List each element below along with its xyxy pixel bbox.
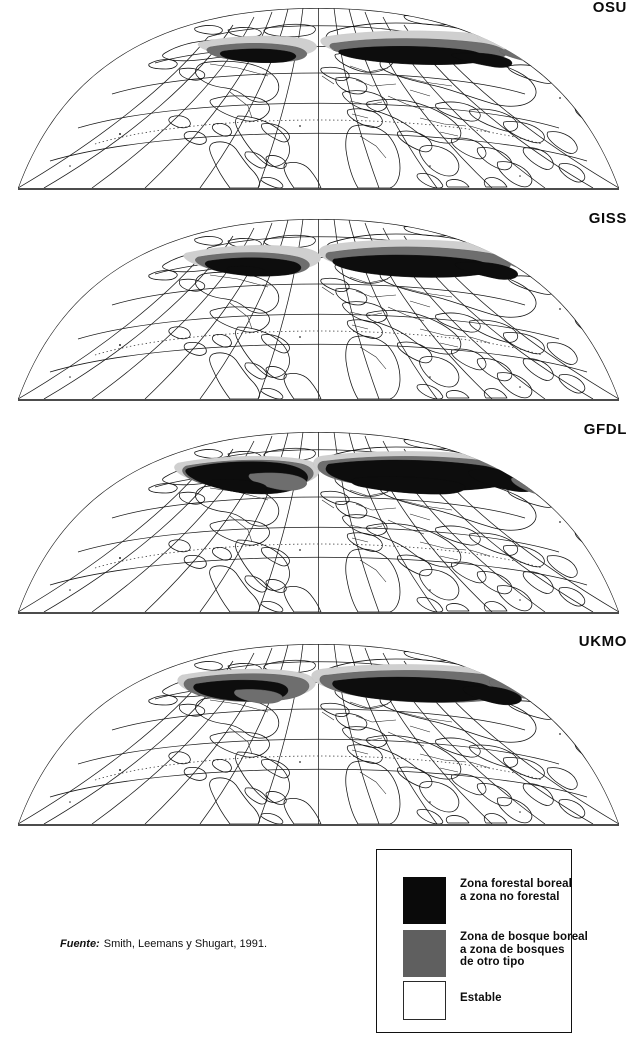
- map-canvas-giss: [0, 217, 637, 409]
- legend-label-1-line-0: Zona de bosque boreal: [460, 931, 588, 943]
- source-note: Fuente: Smith, Leemans y Shugart, 1991.: [60, 938, 267, 950]
- map-svg-osu: [18, 8, 619, 190]
- map-canvas-osu: [0, 6, 637, 198]
- legend-label-2-line-0: Estable: [460, 992, 502, 1004]
- legend-label-0: Zona forestal boreal a zona no forestal: [460, 877, 572, 903]
- legend-label-1: Zona de bosque boreal a zona de bosques …: [460, 930, 588, 969]
- map-specks: [69, 733, 561, 813]
- zone-osu: [197, 30, 565, 68]
- legend-swatch-white: [403, 981, 446, 1020]
- map-svg-ukmo: [18, 644, 619, 826]
- map-panel-osu: OSU: [0, 0, 637, 205]
- map-edge-west: [18, 644, 319, 824]
- country-borders: [209, 274, 491, 370]
- panel-title-ukmo: UKMO: [578, 633, 627, 650]
- legend-item-0: Zona forestal boreal a zona no forestal: [403, 877, 572, 924]
- legend-box: Zona forestal boreal a zona no forestal …: [376, 849, 588, 1033]
- source-text: Smith, Leemans y Shugart, 1991.: [103, 938, 267, 950]
- legend-swatch-gray: [403, 930, 446, 977]
- legend-label-1-line-1: a zona de bosques: [460, 943, 565, 956]
- map-specks: [69, 97, 561, 177]
- country-borders: [209, 63, 491, 159]
- panel-title-giss: GISS: [588, 210, 627, 227]
- legend-label-0-line-1: a zona no forestal: [460, 890, 560, 903]
- map-svg-giss: [18, 219, 619, 401]
- map-panel-ukmo: UKMO: [0, 634, 637, 842]
- map-specks: [69, 521, 561, 601]
- panel-title-gfdl: GFDL: [583, 421, 627, 438]
- legend-label-1-line-2: de otro tipo: [460, 956, 525, 969]
- map-panel-giss: GISS: [0, 211, 637, 416]
- legend-label-0-line-0: Zona forestal boreal: [460, 878, 572, 890]
- map-canvas-gfdl: [0, 430, 637, 622]
- map-edge-west: [18, 8, 319, 188]
- legend-swatch-black: [403, 877, 446, 924]
- source-prefix: Fuente:: [60, 938, 100, 950]
- country-borders: [209, 487, 491, 583]
- map-panel-gfdl: GFDL: [0, 422, 637, 630]
- coastlines: [148, 23, 322, 188]
- panel-title-osu: OSU: [592, 0, 627, 16]
- legend-label-2: Estable: [460, 981, 502, 1005]
- legend-item-2: Estable: [403, 981, 502, 1020]
- country-borders: [209, 699, 491, 795]
- map-edge-west: [18, 432, 319, 612]
- map-edge-west: [18, 219, 319, 399]
- legend-item-1: Zona de bosque boreal a zona de bosques …: [403, 930, 588, 977]
- map-canvas-ukmo: [0, 642, 637, 834]
- zone-giss: [183, 239, 567, 280]
- map-svg-gfdl: [18, 432, 619, 614]
- map-specks: [69, 308, 561, 388]
